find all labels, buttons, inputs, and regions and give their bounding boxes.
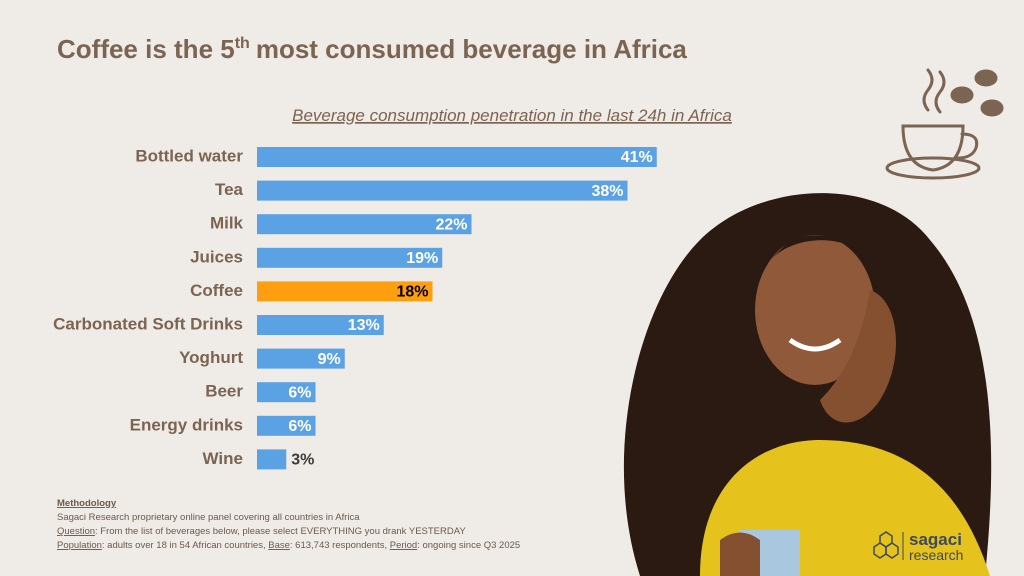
title-text: most consumed beverage in Africa <box>256 34 688 64</box>
value-label: 22% <box>435 216 467 233</box>
value-label: 6% <box>288 418 311 435</box>
category-label: Juices <box>190 247 243 266</box>
methodology-text: : From the list of beverages below, plea… <box>95 526 466 537</box>
value-label: 3% <box>291 452 314 469</box>
value-label: 38% <box>591 183 623 200</box>
value-label: 13% <box>348 317 380 334</box>
category-label: Carbonated Soft Drinks <box>53 314 243 333</box>
bar <box>257 180 628 201</box>
bar <box>257 449 287 470</box>
methodology-text: Population: adults over 18 in 54 African… <box>57 540 520 551</box>
methodology-text: Sagaci Research proprietary online panel… <box>57 512 360 523</box>
methodology-label: Base <box>268 540 290 551</box>
logo: sagaci research <box>873 530 963 563</box>
category-label: Energy drinks <box>130 415 243 434</box>
photo <box>623 193 992 576</box>
value-label: 41% <box>621 149 653 166</box>
category-label: Wine <box>203 449 243 468</box>
methodology-label: Population <box>57 540 102 551</box>
category-label: Milk <box>210 214 244 233</box>
title-text: Coffee is the 5 <box>57 34 235 64</box>
category-label: Coffee <box>190 281 243 300</box>
methodology-heading: Methodology <box>57 498 117 509</box>
logo-text: sagaci <box>909 530 962 549</box>
bar <box>257 214 472 235</box>
bar <box>257 147 657 167</box>
bar <box>257 415 316 436</box>
methodology-label: Question <box>57 526 95 537</box>
bar <box>257 382 316 403</box>
title-superscript: th <box>235 35 250 52</box>
value-label: 18% <box>396 284 428 301</box>
value-label: 9% <box>318 351 341 368</box>
value-label: 6% <box>288 384 311 401</box>
bar <box>257 348 345 369</box>
category-label: Tea <box>215 180 244 199</box>
bar <box>257 315 384 335</box>
category-label: Beer <box>205 382 243 401</box>
bar <box>257 281 433 302</box>
coffee-icon <box>885 68 1004 180</box>
title: Coffee is the 5th most consumed beverage … <box>57 34 687 64</box>
logo-text: research <box>909 547 963 563</box>
subtitle: Beverage consumption penetration in the … <box>292 106 732 125</box>
category-label: Yoghurt <box>179 348 243 367</box>
methodology-text: : 613,743 respondents, <box>290 540 390 551</box>
category-label: Bottled water <box>135 146 243 165</box>
value-label: 19% <box>406 250 438 267</box>
methodology-label: Period <box>390 540 417 551</box>
bar <box>257 247 443 268</box>
methodology-text: Question: From the list of beverages bel… <box>57 526 466 537</box>
methodology-text: : adults over 18 in 54 African countries… <box>102 540 268 551</box>
methodology-text: : ongoing since Q3 2025 <box>417 540 520 551</box>
